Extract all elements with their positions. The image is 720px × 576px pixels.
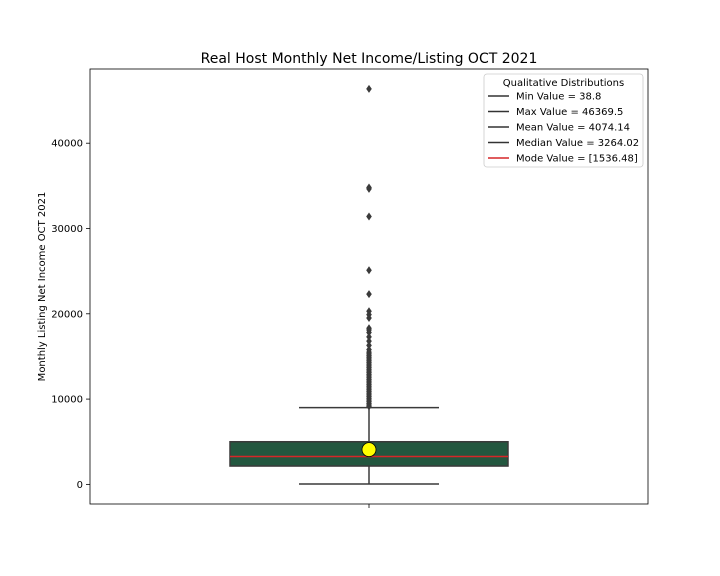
outlier-point — [366, 184, 372, 193]
outlier-point — [366, 266, 372, 275]
outlier-point — [366, 328, 372, 337]
legend-entry-label: Mode Value = [1536.48] — [516, 154, 638, 165]
outlier-point — [366, 402, 372, 411]
chart-title: Real Host Monthly Net Income/Listing OCT… — [201, 51, 538, 67]
outlier-point — [366, 332, 372, 341]
outlier-point — [366, 290, 372, 299]
y-axis-label: Monthly Listing Net Income OCT 2021 — [37, 192, 48, 382]
outlier-point — [366, 84, 372, 93]
legend-box — [483, 73, 644, 168]
outlier-point — [366, 341, 372, 350]
plot-area: 0 10000 20000 30000 40000 — [51, 68, 649, 508]
outlier-point — [366, 212, 372, 221]
legend-title: Qualitative Distributions — [503, 78, 624, 89]
y-tick-label: 20000 — [51, 309, 83, 320]
outlier-point — [366, 337, 372, 346]
y-tick-label: 0 — [77, 480, 83, 491]
legend-entry-label: Mean Value = 4074.14 — [516, 123, 630, 134]
legend: Qualitative Distributions Min Value = 38.… — [483, 73, 644, 168]
y-tick-label: 40000 — [51, 139, 83, 150]
mean-marker — [361, 442, 377, 458]
legend-entry-label: Min Value = 38.8 — [516, 92, 601, 103]
y-tick-label: 30000 — [51, 224, 83, 235]
legend-entry-label: Median Value = 3264.02 — [516, 138, 639, 149]
outlier-point — [366, 314, 372, 323]
legend-entry-label: Max Value = 46369.5 — [516, 107, 623, 118]
y-tick-label: 10000 — [51, 395, 83, 406]
